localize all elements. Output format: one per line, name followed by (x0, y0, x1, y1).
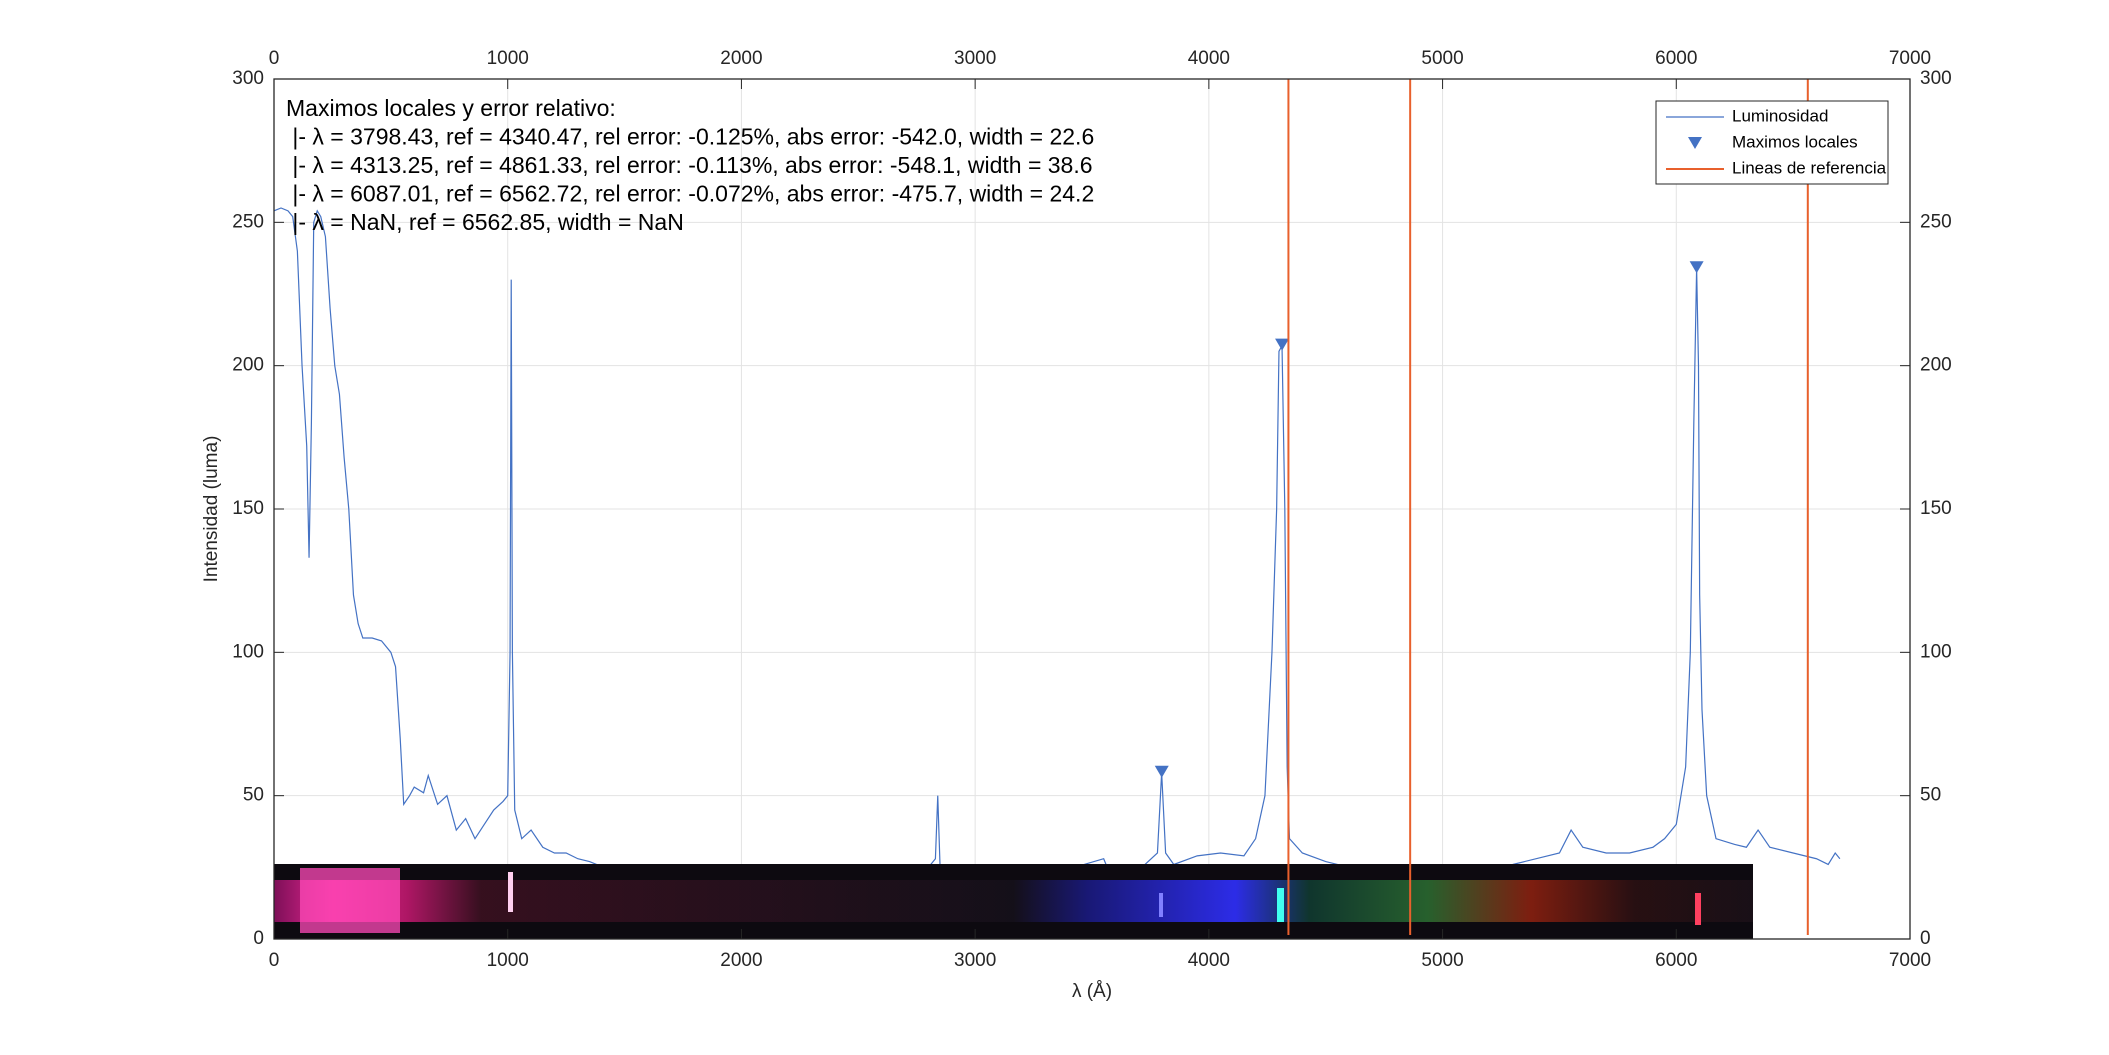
legend-label: Lineas de referencia (1732, 158, 1887, 177)
x-axis-label: λ (Å) (1072, 981, 1112, 1002)
luminosity-line (273, 207, 1841, 883)
legend-label: Luminosidad (1732, 106, 1828, 125)
axes-box (273, 78, 1911, 940)
x-tick-label: 3000 (954, 950, 996, 971)
overlay-layer: 0010001000200020003000300040004000500050… (232, 48, 1951, 971)
spectrum-line (1277, 888, 1284, 922)
x-tick-label-top: 6000 (1655, 48, 1697, 69)
y-tick-label-right: 150 (1920, 498, 1952, 519)
x-tick-label-top: 0 (269, 48, 280, 69)
spectrum-image (274, 864, 1753, 939)
y-tick-label: 150 (232, 498, 264, 519)
max-marker (1689, 261, 1704, 274)
x-tick-label: 1000 (487, 950, 529, 971)
y-tick-label-right: 250 (1920, 211, 1952, 232)
y-tick-label: 100 (232, 641, 264, 662)
y-tick-label: 50 (243, 785, 264, 806)
spectrum-line (508, 872, 513, 912)
x-tick-label: 5000 (1421, 950, 1463, 971)
spectrum-band (274, 880, 1753, 922)
y-tick-label-right: 300 (1920, 68, 1952, 89)
spectrum-line (1159, 893, 1163, 917)
y-tick-label: 200 (232, 355, 264, 376)
max-marker (1154, 765, 1169, 778)
x-tick-label-top: 1000 (487, 48, 529, 69)
legend-label: Maximos locales (1732, 132, 1858, 151)
x-tick-label: 2000 (720, 950, 762, 971)
y-axis-label: Intensidad (luma) (201, 436, 222, 583)
x-tick-label-top: 5000 (1421, 48, 1463, 69)
y-tick-label-right: 200 (1920, 355, 1952, 376)
legend: Luminosidad Maximos locales Lineas de refe… (1655, 100, 1889, 185)
y-tick-label: 300 (232, 68, 264, 89)
annotation-line: |- λ = 3798.43, ref = 4340.47, rel error… (286, 124, 1094, 150)
spectrum-line (1695, 893, 1701, 925)
x-tick-label-top: 4000 (1188, 48, 1230, 69)
y-tick-label-right: 100 (1920, 641, 1952, 662)
annotation-line: |- λ = 4313.25, ref = 4861.33, rel error… (286, 152, 1093, 178)
annotation-line: |- λ = 6087.01, ref = 6562.72, rel error… (286, 181, 1094, 207)
spectrum-glow (300, 868, 400, 933)
x-tick-label: 6000 (1655, 950, 1697, 971)
x-tick-label-top: 7000 (1889, 48, 1931, 69)
y-tick-label-right: 50 (1920, 785, 1941, 806)
annotation-line: Maximos locales y error relativo: (286, 95, 616, 121)
annotation-line: |- λ = NaN, ref = 6562.85, width = NaN (286, 209, 684, 235)
y-tick-label: 0 (253, 928, 264, 949)
legend-symbol (1688, 137, 1702, 149)
y-tick-label-right: 0 (1920, 928, 1931, 949)
y-tick-label: 250 (232, 211, 264, 232)
x-tick-label: 0 (269, 950, 280, 971)
x-tick-label: 7000 (1889, 950, 1931, 971)
x-tick-label-top: 3000 (954, 48, 996, 69)
max-marker (1275, 338, 1290, 351)
x-tick-label-top: 2000 (720, 48, 762, 69)
x-tick-label: 4000 (1188, 950, 1230, 971)
